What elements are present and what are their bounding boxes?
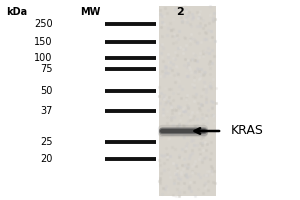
Text: 25: 25	[40, 137, 52, 147]
Text: 100: 100	[34, 53, 52, 63]
Text: 37: 37	[40, 106, 52, 116]
Text: MW: MW	[80, 7, 100, 17]
Text: 20: 20	[40, 154, 52, 164]
Text: KRAS: KRAS	[231, 124, 264, 138]
Text: 75: 75	[40, 64, 52, 74]
Bar	[159, 6, 216, 196]
Text: 250: 250	[34, 19, 52, 29]
Text: kDa: kDa	[6, 7, 27, 17]
Text: 50: 50	[40, 86, 52, 96]
Text: 2: 2	[176, 7, 184, 17]
Text: 150: 150	[34, 37, 52, 47]
